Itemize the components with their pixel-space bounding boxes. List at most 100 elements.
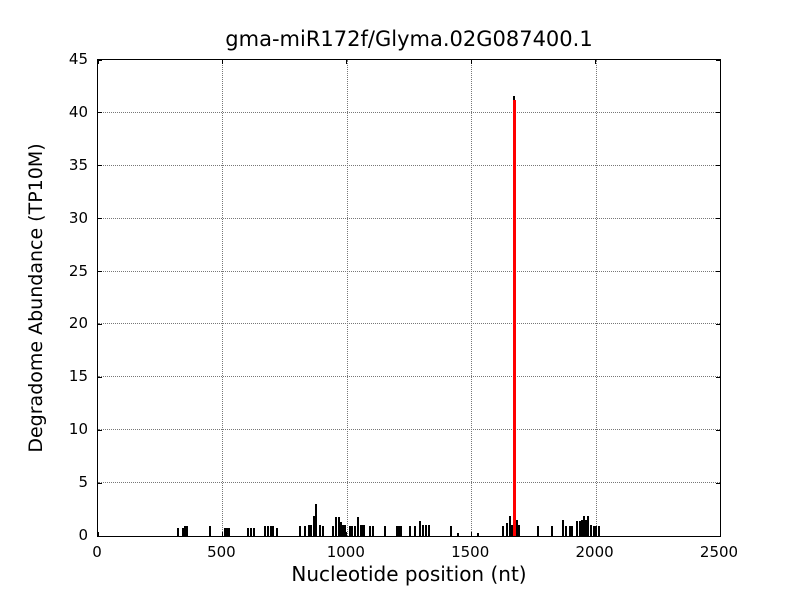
y-axis-label: Degradome Abundance (TP10M) (25, 143, 47, 453)
x-tick-label: 1500 (451, 543, 490, 561)
spike (360, 525, 365, 536)
spike (264, 526, 267, 536)
x-gridline (346, 60, 348, 536)
y-tick (98, 218, 102, 220)
spike (516, 520, 519, 536)
y-tick (98, 271, 102, 273)
y-gridline (98, 376, 720, 378)
spike (593, 526, 596, 536)
x-tick-top (346, 60, 348, 64)
spike (181, 527, 184, 536)
y-tick (98, 482, 102, 484)
x-tick-label: 500 (207, 543, 236, 561)
x-tick (719, 532, 721, 536)
spike (313, 515, 316, 536)
spike (457, 532, 459, 536)
spike (371, 526, 374, 536)
spike (587, 515, 590, 536)
y-tick-right (716, 482, 720, 484)
y-tick (98, 429, 102, 431)
y-tick-label: 10 (68, 420, 88, 439)
x-gridline (595, 60, 597, 536)
spike (354, 526, 356, 536)
spike (501, 526, 504, 536)
spike (308, 525, 311, 536)
spike (349, 526, 352, 536)
y-tick-right (716, 112, 720, 114)
spike (335, 516, 338, 536)
chart-title: gma-miR172f/Glyma.02G087400.1 (225, 27, 593, 51)
x-gridline (471, 60, 473, 536)
y-gridline (98, 323, 720, 325)
y-gridline (98, 164, 720, 166)
spike (571, 526, 574, 536)
y-tick (98, 59, 102, 61)
spike (550, 526, 553, 536)
x-gridline (222, 60, 224, 536)
spike (342, 525, 345, 536)
spike (418, 521, 421, 536)
spike (561, 520, 564, 536)
y-tick-label: 15 (68, 367, 88, 386)
spike (276, 527, 279, 536)
spike (590, 525, 593, 536)
spike (368, 526, 371, 536)
spike (395, 526, 398, 536)
plot-area (97, 59, 721, 537)
spike (536, 526, 539, 536)
spike (304, 526, 307, 536)
spike (421, 525, 424, 536)
y-tick-label: 40 (68, 102, 88, 121)
spike (424, 525, 427, 536)
y-tick (98, 112, 102, 114)
spike (272, 526, 275, 536)
x-tick (97, 532, 99, 536)
spike (223, 527, 226, 536)
x-tick-top (221, 60, 223, 64)
spike (332, 526, 335, 536)
x-tick-top (595, 60, 597, 64)
x-axis-label: Nucleotide position (nt) (291, 562, 527, 586)
spike (252, 527, 255, 536)
x-tick (470, 532, 472, 536)
y-tick-label: 35 (68, 155, 88, 174)
x-tick-label: 0 (92, 543, 102, 561)
spike (598, 526, 601, 536)
x-tick (221, 532, 223, 536)
spike (565, 526, 568, 536)
spike (383, 526, 386, 536)
y-tick-right (716, 59, 720, 61)
spike (270, 526, 273, 536)
y-gridline (98, 111, 720, 113)
spike (397, 526, 400, 536)
spike (510, 525, 513, 536)
spike (579, 521, 582, 536)
x-tick-label: 1000 (326, 543, 365, 561)
spike (310, 525, 313, 536)
y-tick-label: 0 (78, 526, 88, 544)
y-tick (98, 323, 102, 325)
spike (356, 516, 359, 536)
spike (581, 520, 584, 536)
spike (399, 526, 402, 536)
spike (315, 504, 318, 536)
spike (208, 526, 211, 536)
spike (322, 526, 325, 536)
spike (583, 515, 586, 536)
x-tick-top (470, 60, 472, 64)
spike (184, 526, 189, 536)
x-tick-label: 2500 (699, 543, 739, 561)
y-tick-label: 25 (68, 261, 88, 280)
y-tick (98, 535, 102, 537)
spike (569, 526, 572, 536)
spike (299, 526, 302, 536)
spike (246, 527, 249, 536)
spike (408, 526, 411, 536)
spike (508, 515, 511, 536)
x-tick-top (97, 60, 99, 64)
y-gridline (98, 482, 720, 484)
y-tick-label: 20 (68, 314, 88, 333)
spike (319, 525, 322, 536)
y-tick-label: 30 (68, 208, 88, 227)
